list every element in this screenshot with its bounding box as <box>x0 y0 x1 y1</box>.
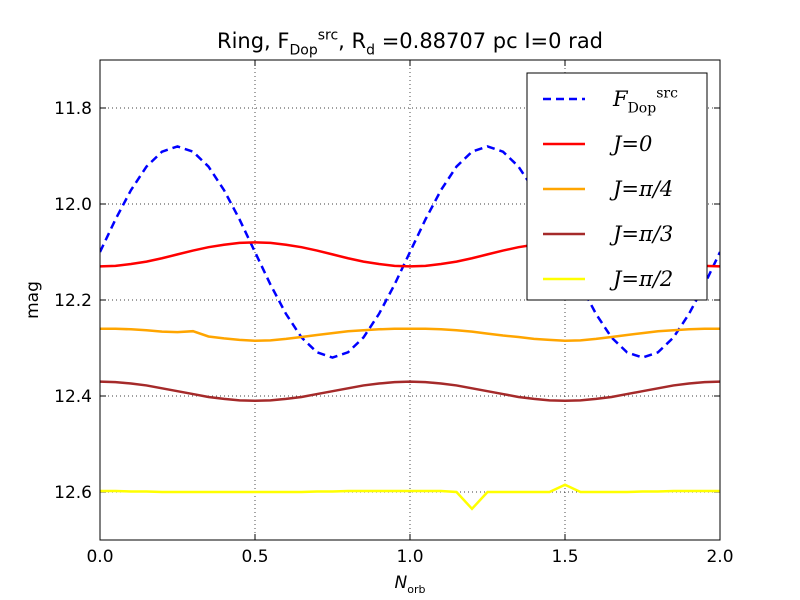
text-run: F <box>612 87 629 111</box>
text-run: J=π/3 <box>609 222 673 246</box>
text-run: J=π/4 <box>609 177 673 201</box>
text-run: , R <box>338 29 366 53</box>
text-run: src <box>656 86 678 102</box>
legend-label: FDopsrc <box>612 86 678 117</box>
y-tick-label: 12.4 <box>54 387 92 407</box>
y-tick-label: 12.2 <box>54 291 92 311</box>
y-tick-label: 12.0 <box>54 195 92 215</box>
text-run: Ring, F <box>217 29 290 53</box>
text-run: J=π/2 <box>609 267 673 291</box>
text-run: d <box>366 42 375 58</box>
legend-label: J=π/3 <box>609 222 673 246</box>
legend-label: J=0 <box>609 132 652 156</box>
text-run: J=0 <box>609 132 652 156</box>
x-tick-label: 2.0 <box>706 547 733 567</box>
chart-title: Ring, FDopsrc, Rd =0.88707 pc I=0 rad <box>217 28 603 59</box>
x-tick-label: 1.0 <box>396 547 423 567</box>
legend-label: J=π/4 <box>609 177 673 201</box>
text-run: Dop <box>628 100 657 116</box>
data-line <box>100 327 720 343</box>
y-tick-label: 12.6 <box>54 483 92 503</box>
x-axis-label: Norb <box>395 573 426 596</box>
text-run: src <box>318 28 338 44</box>
text-run: Dop <box>289 42 317 58</box>
data-line <box>100 145 720 359</box>
y-tick-label: 11.8 <box>54 99 92 119</box>
text-run: N <box>395 573 408 593</box>
x-tick-label: 0.0 <box>86 547 113 567</box>
y-axis-label: mag <box>23 281 43 319</box>
plot-frame <box>99 59 721 541</box>
text-run: =0.88707 pc I=0 rad <box>375 29 603 53</box>
data-line <box>100 483 720 511</box>
x-tick-label: 0.5 <box>241 547 268 567</box>
data-line <box>100 380 720 403</box>
text-run: orb <box>407 583 425 596</box>
legend-label: J=π/2 <box>609 267 673 291</box>
legend-box <box>526 72 708 301</box>
x-tick-label: 1.5 <box>551 547 578 567</box>
